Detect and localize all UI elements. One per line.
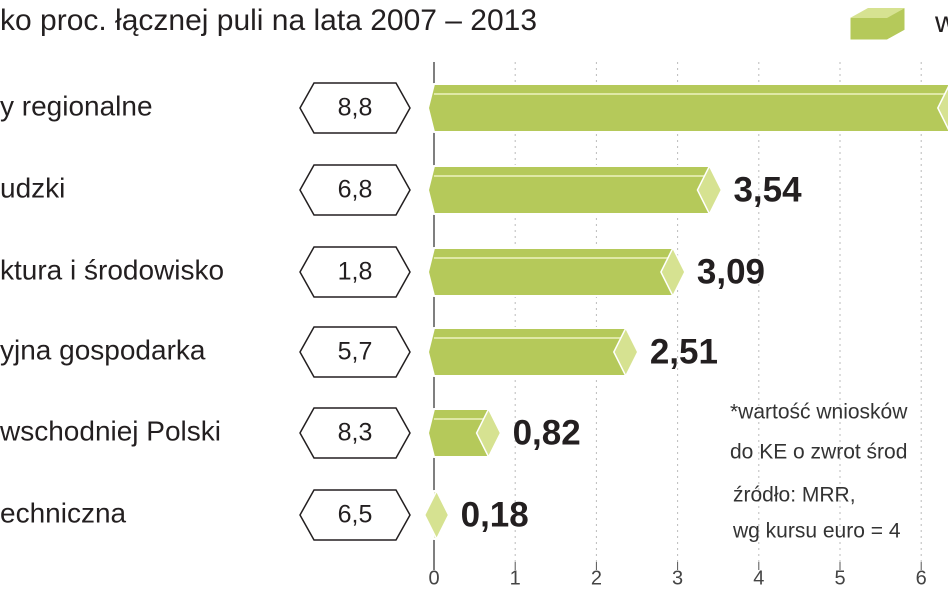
value-label: 0,82 xyxy=(513,413,581,452)
annotation: wg kursu euro = 4 xyxy=(732,520,901,543)
x-tick-label: 2 xyxy=(591,567,602,589)
share-badge xyxy=(299,246,411,298)
x-tick-label: 1 xyxy=(510,567,521,589)
annotation: do KE o zwrot środ xyxy=(730,441,907,464)
category-label: y regionalne xyxy=(0,90,153,121)
share-label: 6,5 xyxy=(338,501,373,529)
category-label: yjna gospodarka xyxy=(0,334,206,365)
legend-icon-top xyxy=(850,8,905,18)
x-tick-label: 4 xyxy=(753,567,764,589)
value-label: 3,54 xyxy=(733,170,802,209)
value-label: 2,51 xyxy=(650,332,718,371)
bar xyxy=(426,83,948,133)
share-label: 8,3 xyxy=(338,419,373,447)
category-label: wschodniej Polski xyxy=(0,415,221,446)
bar-end xyxy=(696,164,723,216)
chart-title: ko proc. łącznej puli na lata 2007 – 201… xyxy=(0,4,537,37)
x-tick-label: 5 xyxy=(834,567,845,589)
share-label: 1,8 xyxy=(338,258,373,286)
share-badge xyxy=(299,326,411,378)
bar xyxy=(426,165,723,215)
value-label: 0,18 xyxy=(461,495,529,534)
value-label: 3,09 xyxy=(697,252,765,291)
x-tick-label: 0 xyxy=(428,567,439,589)
category-label: echniczna xyxy=(0,497,127,528)
bar-end xyxy=(660,246,686,298)
annotation: źródło: MRR, xyxy=(733,484,856,507)
x-tick-label: 3 xyxy=(672,567,683,589)
category-label: ktura i środowisko xyxy=(0,254,224,285)
share-badge xyxy=(299,82,411,134)
bar-end xyxy=(936,85,948,131)
bar-end xyxy=(423,489,450,541)
bar xyxy=(426,247,687,297)
share-badge xyxy=(299,489,411,541)
legend-label: w xyxy=(934,6,948,39)
x-tick-label: 6 xyxy=(916,567,927,589)
annotation: *wartość wniosków xyxy=(730,401,908,424)
share-badge xyxy=(299,164,411,216)
plot-area xyxy=(423,83,948,541)
share-badge xyxy=(299,407,411,459)
bar-end xyxy=(612,326,639,378)
share-label: 8,8 xyxy=(338,94,373,122)
category-label: udzki xyxy=(0,172,65,203)
bar-end xyxy=(475,407,502,459)
share-label: 5,7 xyxy=(338,338,373,366)
bar xyxy=(426,327,639,377)
share-label: 6,8 xyxy=(338,176,373,204)
